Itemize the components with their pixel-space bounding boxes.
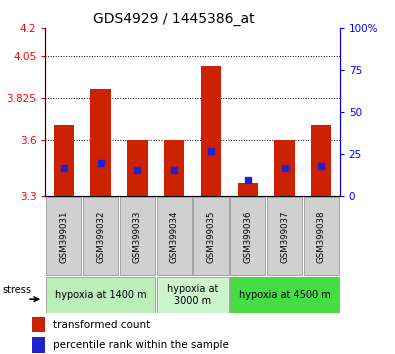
FancyBboxPatch shape	[230, 197, 265, 275]
Text: GSM399032: GSM399032	[96, 210, 105, 263]
Text: GSM399034: GSM399034	[170, 210, 179, 263]
FancyBboxPatch shape	[120, 197, 155, 275]
FancyBboxPatch shape	[156, 277, 229, 313]
Bar	[311, 125, 331, 196]
Text: stress: stress	[2, 285, 31, 295]
FancyBboxPatch shape	[83, 197, 118, 275]
FancyBboxPatch shape	[304, 197, 339, 275]
FancyBboxPatch shape	[156, 197, 192, 275]
Bar	[90, 89, 111, 196]
FancyBboxPatch shape	[267, 197, 302, 275]
FancyBboxPatch shape	[46, 277, 155, 313]
FancyBboxPatch shape	[193, 197, 229, 275]
FancyBboxPatch shape	[230, 277, 339, 313]
Bar	[54, 125, 74, 196]
Text: transformed count: transformed count	[53, 320, 150, 330]
Bar	[275, 141, 295, 196]
Text: GSM399031: GSM399031	[59, 210, 68, 263]
Bar	[32, 337, 45, 353]
Text: GSM399037: GSM399037	[280, 210, 289, 263]
Text: GSM399036: GSM399036	[243, 210, 252, 263]
Bar	[164, 141, 184, 196]
Bar	[238, 183, 258, 196]
Text: percentile rank within the sample: percentile rank within the sample	[53, 340, 229, 350]
Bar	[32, 317, 45, 332]
Text: hypoxia at 4500 m: hypoxia at 4500 m	[239, 290, 330, 300]
Bar	[127, 141, 147, 196]
Text: hypoxia at 1400 m: hypoxia at 1400 m	[55, 290, 147, 300]
Text: GSM399033: GSM399033	[133, 210, 142, 263]
Text: hypoxia at
3000 m: hypoxia at 3000 m	[167, 284, 218, 306]
Text: GSM399038: GSM399038	[317, 210, 326, 263]
Text: GDS4929 / 1445386_at: GDS4929 / 1445386_at	[93, 12, 255, 27]
Text: GSM399035: GSM399035	[207, 210, 215, 263]
FancyBboxPatch shape	[46, 197, 81, 275]
Bar	[201, 66, 221, 196]
